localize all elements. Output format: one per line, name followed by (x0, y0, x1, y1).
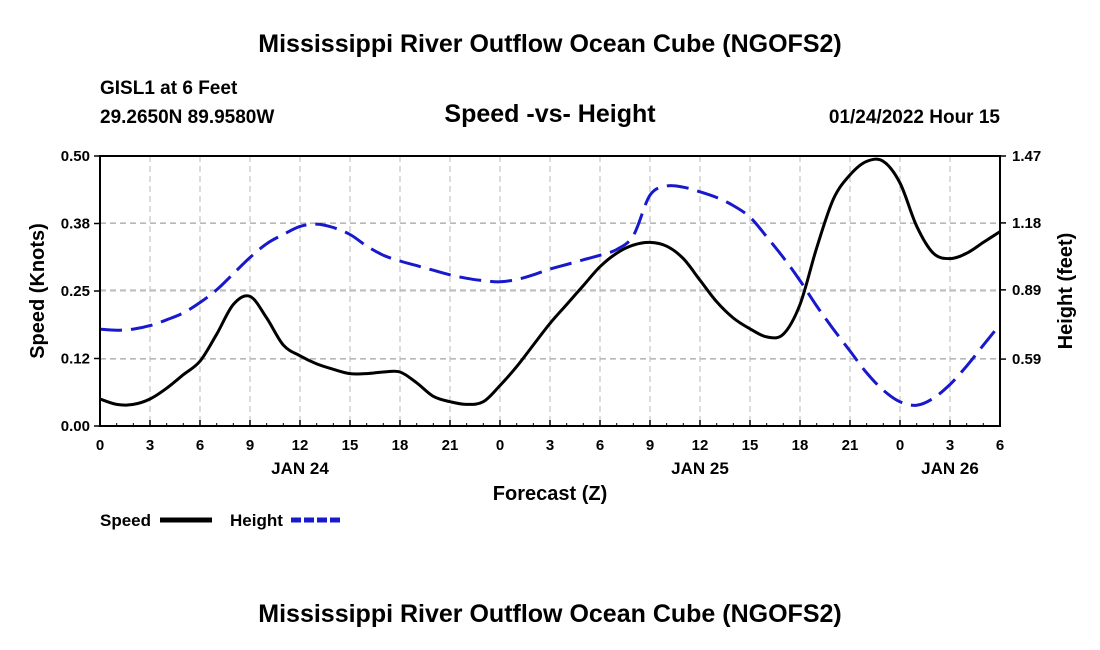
x-date-label: JAN 25 (671, 459, 729, 478)
y2-tick-label: 1.18 (1012, 215, 1041, 232)
x-tick-label: 9 (246, 437, 254, 454)
series-line-speed (99, 157, 1001, 407)
footer-title: Mississippi River Outflow Ocean Cube (NG… (258, 600, 842, 628)
x-tick-label: 18 (792, 437, 809, 454)
chart-axes: 0 3 6 9 12 15 18 21 0 3 6 9 12 15 18 21 0 3 6 JAN 24 JAN 25 J… (61, 148, 1041, 478)
legend-height-label: Height (230, 511, 283, 530)
x-tick-label: 15 (342, 437, 359, 454)
y-axis-label: Speed (Knots) (27, 223, 49, 359)
y-tick-label: 0.00 (61, 418, 90, 435)
x-tick-label: 0 (896, 437, 904, 454)
x-tick-label: 9 (646, 437, 654, 454)
station-coordinates: 29.2650N 89.9580W (100, 107, 275, 128)
y2-tick-label: 1.47 (1012, 148, 1041, 165)
legend-speed-label: Speed (100, 511, 151, 530)
y-tick-label: 0.38 (61, 216, 90, 233)
x-date-label: JAN 26 (921, 459, 979, 478)
series-line-height (99, 183, 1002, 407)
x-tick-label: 3 (946, 437, 954, 454)
y-tick-label: 0.12 (61, 351, 90, 368)
x-tick-label: 6 (996, 437, 1004, 454)
x-tick-label: 6 (596, 437, 604, 454)
x-axis-label: Forecast (Z) (493, 483, 607, 505)
forecast-timestamp: 01/24/2022 Hour 15 (828, 107, 1000, 128)
x-tick-label: 3 (146, 437, 154, 454)
x-tick-label: 21 (842, 437, 859, 454)
page-title: Mississippi River Outflow Ocean Cube (NG… (258, 30, 842, 58)
x-tick-label: 3 (546, 437, 554, 454)
y2-tick-label: 0.89 (1012, 282, 1041, 299)
legend: Speed Height (100, 511, 343, 530)
y2-tick-label: 0.59 (1012, 351, 1041, 368)
station-label: GISL1 at 6 Feet (100, 78, 238, 99)
x-tick-label: 6 (196, 437, 204, 454)
x-tick-label: 0 (496, 437, 504, 454)
x-tick-label: 0 (96, 437, 104, 454)
x-date-label: JAN 24 (271, 459, 329, 478)
y2-axis-label: Height (feet) (1055, 233, 1077, 350)
y-tick-label: 0.50 (61, 148, 90, 165)
x-tick-label: 12 (292, 437, 309, 454)
x-tick-label: 18 (392, 437, 409, 454)
chart-grid (100, 155, 1000, 426)
chart-series-layer (99, 157, 1002, 407)
chart-subtitle: Speed -vs- Height (444, 100, 656, 128)
x-tick-label: 12 (692, 437, 709, 454)
x-tick-label: 21 (442, 437, 459, 454)
y-tick-label: 0.25 (61, 283, 90, 300)
x-tick-label: 15 (742, 437, 759, 454)
